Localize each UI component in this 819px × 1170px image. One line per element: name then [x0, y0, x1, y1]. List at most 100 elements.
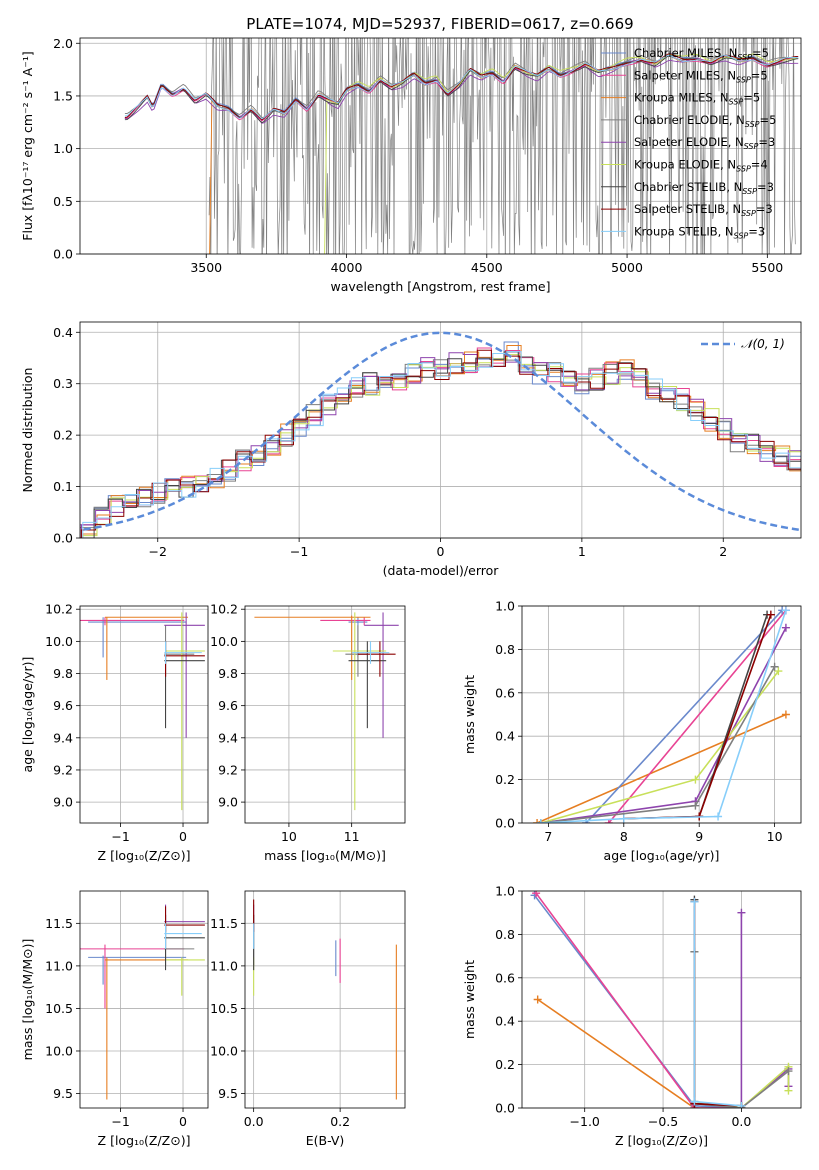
y-tick-label: 9.5 — [53, 1086, 73, 1101]
errorbar-salpeter-elodie — [164, 612, 205, 738]
y-tick-label: 1.0 — [495, 884, 515, 899]
legend-entry: Salpeter MILES, NSSP=5 — [634, 68, 768, 84]
y-tick-label: 9.2 — [218, 762, 238, 777]
y-tick-label: 10.5 — [210, 1001, 238, 1016]
legend-entry: Kroupa STELIB, NSSP=3 — [634, 224, 765, 240]
y-tick-label: 0.2 — [495, 772, 515, 787]
y-axis-label: mass weight — [462, 960, 477, 1039]
grid — [522, 890, 801, 1109]
y-tick-label: 0.4 — [53, 325, 73, 340]
weight-marker — [604, 819, 613, 823]
panel-spectrum: 3500 4000 4500 5000 5500 0.0 0.5 1.0 1.5 2.0 wavel… — [20, 36, 802, 294]
weight-line-chabrier-stelib — [693, 899, 742, 1107]
legend-entry: 𝒩(0, 1) — [741, 337, 785, 351]
weight-line-chabrier-miles — [585, 609, 783, 823]
errorbar-kroupa-miles — [104, 957, 189, 1100]
panel-mass-vs-Z: −1 0 9.5 10.0 10.5 11.0 11.5 Z [log₁₀(Z/Z⊙)] mas… — [20, 890, 209, 1148]
plot-area — [80, 331, 801, 538]
errorbar-salpeter-elodie — [364, 612, 399, 738]
figure-title: PLATE=1074, MJD=52937, FIBERID=0617, z=0… — [246, 15, 633, 33]
weight-line-kroupa-stelib — [540, 610, 787, 823]
weight-line-kroupa-miles — [536, 713, 787, 823]
y-tick-label: 0.6 — [495, 970, 515, 985]
y-tick-label: 9.6 — [53, 698, 73, 713]
errorbar-salpeter-stelib — [164, 641, 205, 677]
legend-entry: Kroupa MILES, NSSP=5 — [634, 91, 760, 107]
weight-marker — [714, 812, 723, 821]
weight-marker — [781, 606, 790, 615]
errorbar-salpeter-miles — [80, 944, 185, 1009]
histogram-kroupa-stelib — [82, 351, 801, 538]
weight-marker — [691, 801, 700, 810]
panel-weight-vs-age: 7 8 9 10 0.0 0.2 0.4 0.6 0.8 1.0 age [log₁₀(age/yr… — [462, 599, 802, 863]
weight-marker — [691, 775, 700, 784]
plot-area — [80, 612, 205, 811]
y-tick-label: 0.0 — [495, 1101, 515, 1116]
x-tick-label: −1.0 — [570, 1114, 600, 1129]
errorbar-kroupa-elodie — [332, 612, 387, 811]
y-axis-label: mass [log₁₀(M/M⊙)] — [20, 939, 35, 1061]
observed-spectrum — [208, 38, 796, 254]
weight-marker — [774, 667, 783, 676]
weight-line-salpeter-stelib — [693, 901, 742, 1107]
plot-area — [530, 891, 793, 1108]
x-tick-label: 3500 — [190, 260, 222, 275]
errorbar-kroupa-miles — [104, 616, 189, 680]
histogram-chabrier-elodie — [80, 359, 801, 538]
y-tick-label: 9.5 — [218, 1086, 238, 1101]
y-tick-label: 0.6 — [495, 685, 515, 700]
x-tick-label: 9 — [695, 829, 703, 844]
errorbar-kroupa-stelib — [164, 923, 202, 949]
plot-area — [80, 904, 205, 1100]
panel-mass-vs-ebv: 0.0 0.2 9.5 10.0 10.5 11.0 11.5 E(B-V) — [210, 890, 406, 1148]
x-tick-label: 2 — [719, 544, 727, 559]
x-tick-label: 4000 — [331, 260, 363, 275]
x-tick-label: 4500 — [471, 260, 503, 275]
errorbar-salpeter-stelib — [357, 641, 396, 677]
histogram-salpeter-miles — [80, 347, 801, 538]
x-axis-label: Z [log₁₀(Z/Z⊙)] — [98, 1133, 191, 1148]
y-axis-label: mass weight — [462, 675, 477, 754]
x-tick-label: 10 — [281, 829, 297, 844]
panel-residuals: −2 −1 0 1 2 0.0 0.1 0.2 0.3 0.4 (data-model)/error… — [20, 321, 802, 578]
axes-frame — [79, 605, 209, 824]
histogram-chabrier-stelib — [80, 351, 801, 538]
weight-line-kroupa-miles — [537, 998, 742, 1108]
y-tick-label: 10.0 — [45, 1043, 73, 1058]
y-tick-label: 10.5 — [45, 1001, 73, 1016]
model-line-chabrier-stelib — [124, 54, 799, 124]
plot-area — [254, 612, 399, 811]
grid — [245, 606, 405, 823]
errorbar-kroupa-miles — [254, 615, 371, 680]
weight-line-kroupa-stelib — [693, 901, 742, 1107]
errorbar-salpeter-elodie — [164, 904, 205, 932]
panel-age-vs-mass: 10 11 9.0 9.2 9.4 9.6 9.8 10.0 10.2 mass [log₁₀(M… — [210, 602, 406, 863]
weight-marker — [766, 610, 775, 619]
x-axis-label: Z [log₁₀(Z/Z⊙)] — [615, 1133, 708, 1148]
weight-marker — [532, 891, 541, 898]
y-tick-label: 11.5 — [45, 916, 73, 931]
x-tick-label: −1 — [111, 1114, 129, 1129]
weight-line-salpeter-elodie — [740, 912, 790, 1108]
x-tick-label: −0.5 — [648, 1114, 678, 1129]
y-tick-label: 9.4 — [218, 730, 238, 745]
histogram-salpeter-elodie — [80, 352, 801, 538]
y-tick-label: 0.3 — [53, 376, 73, 391]
model-line-kroupa-stelib — [124, 54, 799, 120]
weight-marker — [781, 623, 790, 632]
weight-line-salpeter-miles — [608, 609, 787, 823]
x-tick-label: −1 — [111, 829, 129, 844]
y-axis-label: age [log₁₀(age/yr)] — [20, 657, 35, 773]
weight-marker — [770, 662, 779, 671]
weight-marker — [690, 1097, 699, 1106]
legend-entry: Chabrier ELODIE, NSSP=5 — [634, 113, 776, 129]
weight-marker — [536, 819, 545, 823]
x-axis-label: wavelength [Angstrom, rest frame] — [330, 279, 550, 294]
x-tick-label: 0.0 — [731, 1114, 751, 1129]
x-tick-label: 0 — [437, 544, 445, 559]
plot-area — [124, 38, 799, 254]
y-tick-label: 9.4 — [53, 730, 73, 745]
axes-frame — [244, 890, 406, 1109]
x-tick-label: 0 — [179, 1114, 187, 1129]
